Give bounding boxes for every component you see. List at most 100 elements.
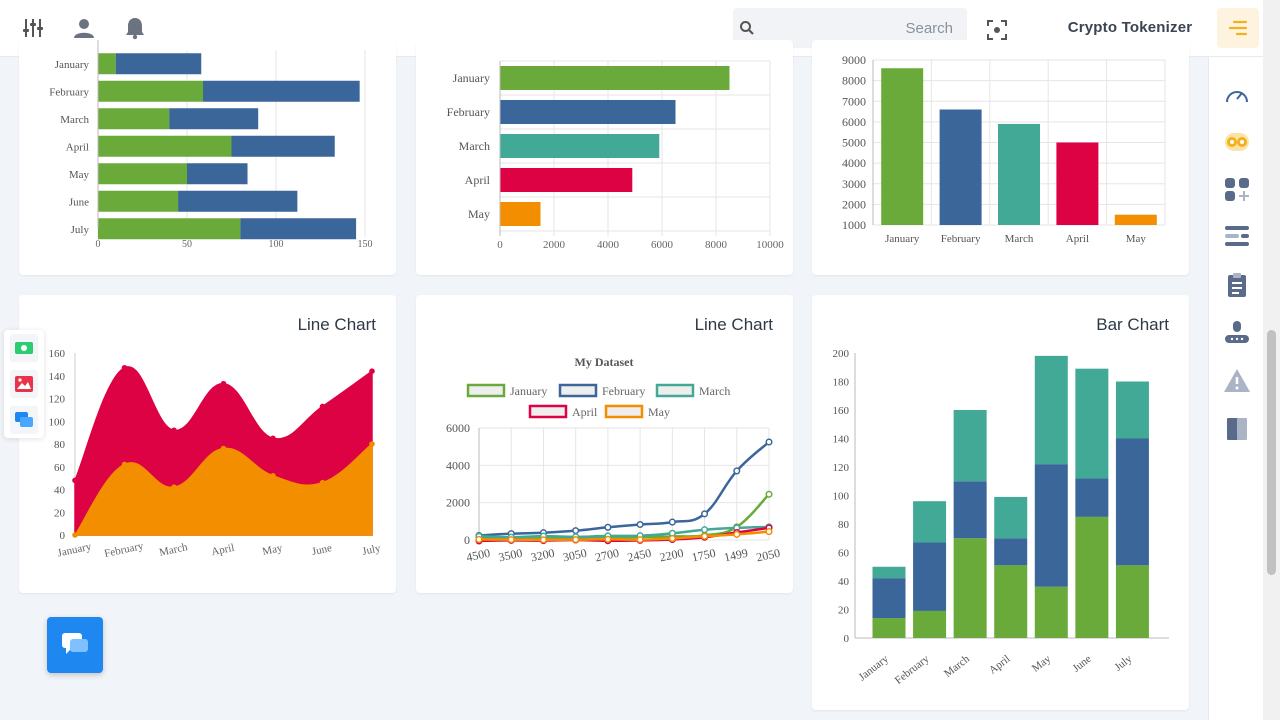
data-point (270, 435, 276, 442)
y-tick-label: 20 (54, 507, 66, 519)
y-tick-label: 0 (60, 530, 66, 542)
y-tick-label: 3000 (842, 177, 866, 191)
y-tick-label: 40 (838, 576, 850, 588)
menu-icon (1228, 20, 1248, 36)
user-icon[interactable] (72, 16, 96, 40)
page-scrollbar[interactable] (1263, 0, 1280, 720)
legend-label: March (699, 384, 730, 398)
data-point (270, 473, 276, 479)
chart-title: My Dataset (575, 355, 634, 369)
data-point (220, 445, 227, 452)
list-icon[interactable] (1223, 222, 1251, 250)
vbar-card: 1000 2000 3000 4000 5000 6000 7000 8000 9000 Janu… (812, 40, 1189, 275)
x-tick-label: March (1005, 233, 1034, 245)
bar-segment (115, 53, 202, 75)
data-point (369, 368, 375, 374)
legend-swatch (558, 383, 598, 398)
multi-line-card: Line Chart My Dataset January February Marc… (416, 295, 793, 593)
data-point (636, 520, 644, 529)
x-tick-label: 4500 (465, 546, 491, 565)
clipboard-icon[interactable] (1223, 271, 1251, 299)
bar-segment (872, 566, 906, 579)
x-tick-label: 2050 (755, 546, 781, 565)
data-point (733, 467, 741, 475)
x-tick-label: July (361, 542, 382, 558)
x-tick-label: 0 (96, 239, 101, 250)
bar (500, 202, 541, 226)
bar-segment (1075, 516, 1109, 638)
x-tick-label: May (261, 542, 284, 558)
data-point (572, 527, 580, 535)
x-tick-label: June (311, 542, 333, 558)
scan-icon[interactable] (987, 20, 1007, 40)
y-tick-label: 1000 (842, 218, 866, 232)
speedometer-icon[interactable] (1223, 82, 1251, 110)
search-icon[interactable] (739, 20, 755, 36)
x-tick-label: 4000 (597, 239, 620, 251)
y-tick-label: 7000 (842, 94, 866, 108)
x-tick-label: 10000 (756, 239, 784, 251)
data-point (572, 536, 580, 544)
bar (998, 123, 1040, 225)
bar-segment (98, 108, 170, 130)
data-point (701, 510, 709, 518)
bar (939, 109, 982, 225)
book-icon[interactable] (1223, 415, 1251, 443)
x-tick-label: April (210, 542, 235, 559)
bar-segment (994, 496, 1028, 539)
line-series (478, 493, 770, 540)
menu-button[interactable] (1217, 8, 1259, 48)
bar-segment (1115, 438, 1149, 566)
chat-button[interactable] (10, 406, 38, 434)
bar-segment (1075, 368, 1109, 479)
image-button[interactable] (10, 370, 38, 398)
y-tick-label: 160 (833, 405, 850, 417)
apps-icon[interactable] (1223, 175, 1251, 203)
sliders-icon[interactable] (21, 16, 45, 40)
data-point (701, 532, 709, 540)
stacked-hbar-chart: 0 50 100 150 January February March April May Jun… (49, 40, 373, 250)
bar (1114, 214, 1157, 225)
data-point (701, 526, 709, 534)
chat-fab-button[interactable] (47, 617, 103, 673)
y-tick-label: May (69, 169, 90, 181)
bell-icon[interactable] (123, 16, 147, 40)
coins-icon[interactable] (1223, 128, 1251, 156)
bar-segment (953, 481, 987, 539)
vbar-chart: 1000 2000 3000 4000 5000 6000 7000 8000 9000 Janu… (842, 53, 1166, 245)
y-tick-label: 4000 (446, 458, 470, 472)
y-tick-label: May (468, 207, 490, 221)
x-tick-label: 3500 (497, 546, 523, 565)
money-button[interactable] (10, 334, 38, 362)
x-tick-label: June (1070, 653, 1093, 675)
floating-panel (4, 330, 44, 438)
scroll-thumb[interactable] (1267, 330, 1276, 575)
chat-icon (15, 412, 33, 433)
bar-segment (178, 190, 298, 212)
data-point (475, 535, 483, 543)
bar-segment (98, 135, 232, 157)
data-point (668, 518, 676, 526)
legend-swatch (528, 404, 568, 419)
data-point (121, 461, 128, 468)
x-tick-label: 8000 (705, 239, 728, 251)
data-point (319, 403, 326, 410)
bar-segment (872, 578, 906, 619)
x-tick-label: 150 (358, 239, 373, 250)
x-tick-label: January (56, 541, 92, 560)
mouse-icon[interactable] (1223, 319, 1251, 347)
warning-icon[interactable] (1223, 367, 1251, 395)
y-tick-label: 0 (844, 633, 850, 645)
bar-segment (98, 163, 187, 185)
x-tick-label: 2000 (543, 239, 566, 251)
y-tick-label: March (459, 139, 490, 153)
image-icon (15, 376, 33, 397)
y-tick-label: January (453, 71, 490, 85)
y-tick-label: 200 (833, 348, 850, 360)
stacked-bar-card: Bar Chart 0 20 40 60 80 100 120 140 160 180 200 Jan… (812, 295, 1189, 710)
y-tick-label: 20 (838, 605, 850, 617)
y-tick-label: July (71, 224, 90, 236)
bar-segment (1115, 381, 1149, 439)
card-title: Line Chart (297, 315, 376, 334)
y-tick-label: June (69, 196, 89, 208)
